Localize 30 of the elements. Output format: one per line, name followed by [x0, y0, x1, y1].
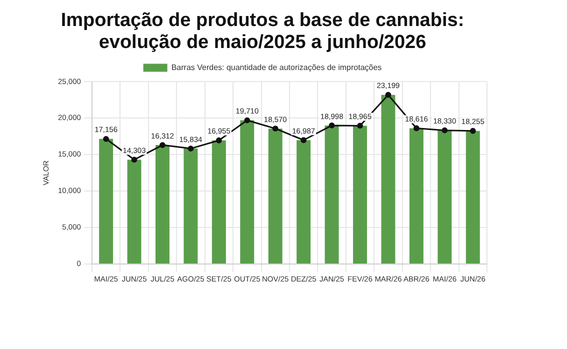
- bar: [324, 125, 339, 264]
- point: [328, 122, 335, 128]
- point: [385, 92, 392, 98]
- bar: [99, 138, 114, 264]
- bar: [240, 120, 254, 264]
- point: [470, 128, 476, 134]
- point: [131, 156, 138, 163]
- bar: [466, 130, 480, 264]
- bar: [156, 145, 170, 264]
- bar: [296, 140, 311, 264]
- bar: [353, 126, 367, 264]
- point: [357, 122, 363, 129]
- legend-label: Barras Verdes: quantidade de autorizações de improtações: [171, 62, 382, 72]
- bar: [438, 130, 452, 264]
- bar: [381, 94, 396, 264]
- point: [216, 137, 222, 144]
- bar: [212, 140, 226, 264]
- point: [442, 127, 448, 134]
- point: [300, 137, 307, 144]
- bar: [268, 128, 282, 264]
- bar: [184, 148, 198, 264]
- bar: [127, 160, 142, 264]
- point: [414, 125, 420, 132]
- point: [160, 142, 166, 148]
- chart-title: Importação de produtos a base de cannabis: evolução de maio/2025 a junho/2026: [60, 10, 464, 54]
- point: [103, 136, 109, 142]
- bar: [409, 128, 424, 264]
- point: [272, 126, 278, 132]
- point: [244, 117, 250, 124]
- point: [188, 146, 194, 152]
